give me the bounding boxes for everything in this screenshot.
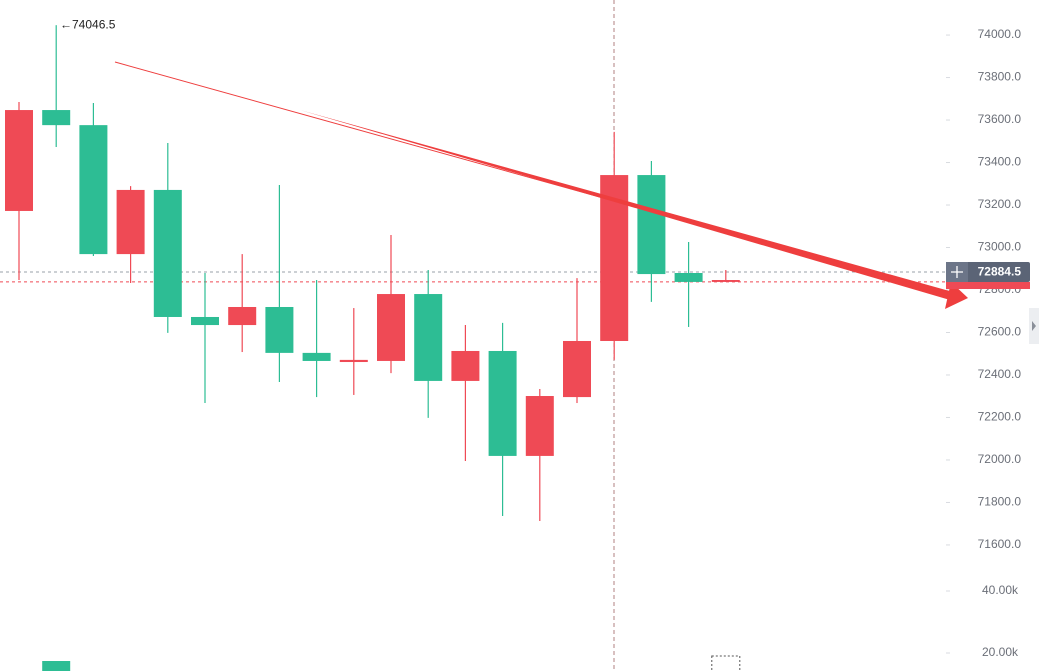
- marks: 71600.0 71800.0 72000.0 72200.0 72400.0 72600…: [0, 25, 1021, 671]
- high-arrow: ←: [60, 17, 72, 31]
- y2-tick-label: 20.00k: [982, 645, 1019, 659]
- candle-body: [339, 359, 368, 363]
- y-tick-label: 73800.0: [978, 70, 1022, 84]
- candle-body: [711, 280, 740, 282]
- y-tick-label: 72600.0: [978, 325, 1022, 339]
- candle-body: [265, 306, 294, 353]
- plus-icon: [951, 266, 963, 278]
- y-tick-label: 71600.0: [978, 537, 1022, 551]
- y-tick-label: 74000.0: [978, 27, 1022, 41]
- high-annotation: 74046.5: [72, 17, 116, 31]
- candle-body: [228, 306, 257, 326]
- candle-body: [377, 294, 405, 361]
- candle-body: [525, 396, 554, 456]
- y-tick-label: 72400.0: [978, 367, 1022, 381]
- candle-body: [191, 316, 219, 326]
- y-tick-label: 73000.0: [978, 240, 1022, 254]
- y2-tick-label: 40.00k: [982, 583, 1019, 597]
- candle-body: [153, 189, 182, 317]
- candle-body: [488, 350, 517, 456]
- last-price-label: 72884.5: [978, 265, 1022, 279]
- candle-body: [79, 125, 108, 255]
- candle-body: [414, 294, 443, 381]
- candle-body: [116, 189, 145, 255]
- volume-bar: [711, 655, 741, 671]
- candle-body: [302, 352, 331, 361]
- candle-body: [42, 110, 71, 126]
- y-tick-label: 73400.0: [978, 155, 1022, 169]
- drawing-arrow-shaft: [300, 110, 953, 300]
- side-tab-arrow: [1032, 321, 1036, 331]
- candle-body: [451, 350, 480, 381]
- y-tick-label: 71800.0: [978, 495, 1022, 509]
- y-tick-label: 72200.0: [978, 410, 1022, 424]
- candle-body: [5, 110, 33, 211]
- candle-body: [563, 340, 591, 398]
- y-tick-label: 73200.0: [978, 197, 1022, 211]
- y-tick-label: 72000.0: [978, 452, 1022, 466]
- candle-body: [637, 175, 666, 275]
- candle-body: [674, 273, 703, 282]
- y-tick-label: 73600.0: [978, 112, 1022, 126]
- volume-bar: [42, 661, 71, 671]
- close-price-tag: [946, 282, 1030, 289]
